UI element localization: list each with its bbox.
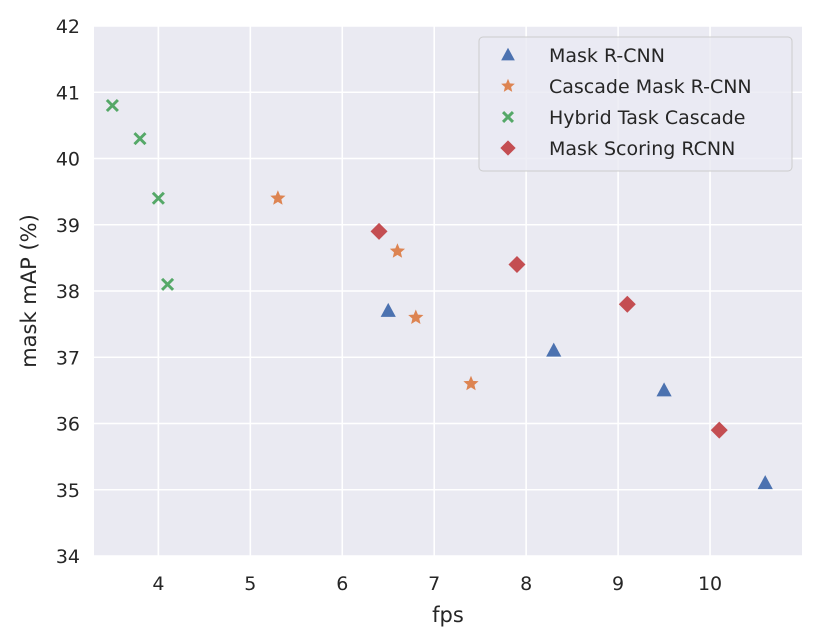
star-point [270,190,286,205]
x-tick-label: 8 [520,573,532,595]
legend-triangle-marker [501,47,515,61]
y-tick-label: 40 [56,149,80,171]
diamond-point [370,222,388,240]
x-tick-label: 4 [152,573,164,595]
triangle-point [757,475,773,490]
star-point [408,309,424,324]
diamond-point [508,256,526,273]
x-tick-label: 9 [612,573,624,595]
y-tick-label: 38 [56,281,80,303]
legend-entry-label: Hybrid Task Cascade [549,107,745,129]
y-tick-label: 42 [56,16,80,38]
x-point [105,98,119,113]
y-axis-label: mask mAP (%) [17,214,41,368]
tick-labels: 4 5 6 7 8 9 10 34 35 36 37 38 39 40 41 42 [56,16,722,595]
x-point [133,132,147,146]
y-tick-label: 39 [56,215,80,237]
x-point [160,277,175,291]
x-tick-label: 7 [428,573,440,595]
legend-diamond-marker [500,140,516,156]
triangle-point [380,302,396,317]
x-tick-label: 5 [244,573,256,595]
star-point [389,243,406,258]
y-tick-label: 37 [56,347,80,369]
x-point [151,191,165,205]
diamond-point [710,421,728,439]
x-axis-label: fps [432,603,464,627]
legend-entry-label: Mask Scoring RCNN [549,138,735,160]
y-tick-label: 41 [56,82,80,104]
x-tick-label: 10 [698,573,722,595]
data-points [105,98,773,490]
x-tick-label: 6 [336,573,348,595]
legend-x-marker [501,110,515,124]
legend-entry-label: Cascade Mask R-CNN [549,76,752,98]
triangle-point [546,342,562,357]
legend-box [478,36,793,172]
legend-entry-label: Mask R-CNN [549,45,665,67]
legend: Mask R-CNN Cascade Mask R-CNN Hybrid Task … [478,36,793,172]
triangle-point [656,382,672,397]
diamond-point [618,295,636,313]
grid-lines [94,25,802,557]
legend-star-marker [501,78,515,92]
y-tick-label: 35 [56,480,80,502]
y-tick-label: 34 [56,546,80,568]
y-tick-label: 36 [56,414,80,436]
star-point [463,375,479,391]
